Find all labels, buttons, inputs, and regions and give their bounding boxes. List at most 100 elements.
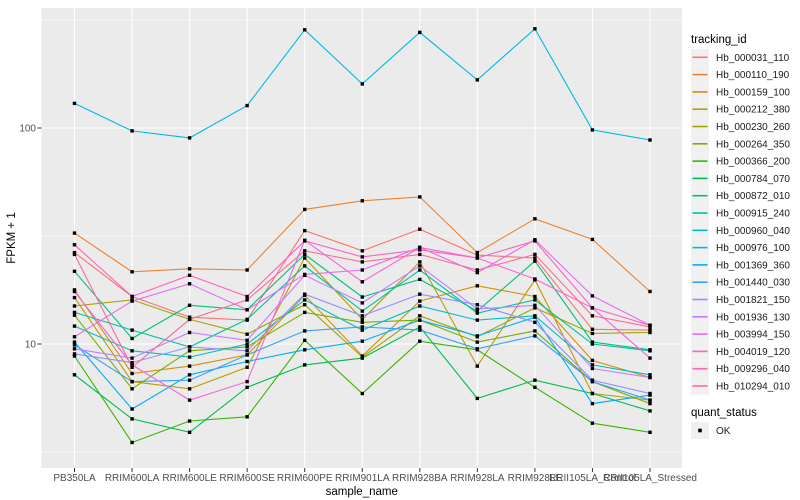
data-point: [72, 354, 77, 358]
data-point: [303, 329, 307, 333]
data-point: [360, 280, 364, 284]
data-point: [130, 440, 134, 445]
legend-title-quant-status: quant_status: [691, 407, 757, 419]
legend-item-label: Hb_003994_150: [716, 330, 790, 341]
y-tick-label: 100: [19, 124, 36, 135]
data-point: [187, 430, 192, 434]
x-axis-title: sample_name: [326, 486, 398, 498]
data-point: [590, 294, 595, 298]
data-point: [475, 309, 479, 313]
data-point: [187, 364, 192, 368]
data-point: [590, 378, 595, 382]
data-point: [590, 306, 595, 310]
data-point: [418, 195, 422, 199]
data-point: [303, 292, 307, 296]
data-point: [130, 417, 134, 421]
data-point: [360, 82, 364, 86]
data-point: [303, 272, 307, 277]
data-point: [590, 358, 595, 363]
data-point: [245, 349, 249, 353]
data-point: [590, 340, 595, 344]
legend-item-label: Hb_001440_030: [716, 278, 790, 289]
data-point: [475, 268, 479, 272]
data-point: [360, 325, 364, 329]
data-point: [72, 313, 77, 317]
data-point: [360, 255, 364, 259]
data-point: [187, 303, 192, 307]
data-point: [72, 250, 77, 255]
data-point: [360, 268, 364, 272]
legend-item-label: Hb_000784_070: [716, 174, 790, 185]
data-point: [130, 363, 134, 367]
data-point: [475, 311, 479, 315]
legend-item-label: Hb_001936_130: [716, 312, 790, 323]
data-point: [360, 260, 364, 264]
data-point: [72, 304, 77, 308]
data-point: [533, 329, 537, 333]
data-point: [130, 365, 134, 369]
x-tick-label: RRIM928LA: [450, 473, 505, 484]
data-point: [590, 342, 595, 346]
data-point: [648, 391, 652, 396]
data-point: [303, 28, 307, 32]
data-point: [303, 338, 307, 342]
legend-item-label: Hb_001821_150: [716, 295, 790, 306]
data-point: [360, 356, 364, 360]
data-point: [72, 343, 77, 347]
data-point: [187, 355, 192, 359]
data-point: [72, 310, 77, 315]
data-point: [648, 373, 652, 377]
data-point: [360, 295, 364, 299]
data-point: [72, 324, 77, 328]
data-point: [303, 310, 307, 315]
data-point: [418, 314, 422, 318]
data-point: [648, 356, 652, 360]
data-point: [303, 252, 307, 257]
data-point: [475, 256, 479, 260]
data-point: [475, 334, 479, 338]
data-point: [303, 249, 307, 253]
data-point: [72, 289, 77, 294]
data-point: [245, 342, 249, 346]
data-point: [303, 207, 307, 212]
data-point: [475, 396, 479, 401]
data-point: [245, 317, 249, 322]
data-point: [245, 103, 249, 108]
data-point: [533, 320, 537, 324]
data-point: [72, 373, 77, 377]
x-tick-label: RRII105LA_Stressed: [603, 473, 697, 484]
data-point: [245, 332, 249, 336]
legend-item-label: Hb_000960_040: [716, 226, 790, 237]
data-point: [245, 415, 249, 419]
data-point: [533, 277, 537, 281]
data-point: [533, 259, 537, 263]
data-point: [418, 299, 422, 303]
data-point: [130, 349, 134, 353]
data-point: [187, 317, 192, 322]
data-point: [418, 318, 422, 322]
y-axis-title: FPKM + 1: [6, 212, 18, 263]
data-point: [245, 379, 249, 384]
legend-item-label: Hb_000159_100: [716, 87, 790, 98]
data-point: [72, 101, 77, 106]
data-point: [187, 315, 192, 319]
data-point: [418, 260, 422, 264]
data-point: [187, 136, 192, 140]
legend-item-label: Hb_000872_010: [716, 191, 790, 202]
data-point: [245, 359, 249, 364]
data-point: [130, 328, 134, 332]
data-point: [590, 401, 595, 406]
data-point: [648, 325, 652, 329]
data-point: [187, 387, 192, 391]
data-point: [533, 256, 537, 260]
data-point: [418, 268, 422, 272]
x-tick-label: RRIM928BA: [392, 473, 448, 484]
data-point: [533, 27, 537, 31]
data-point: [475, 307, 479, 311]
data-point: [590, 366, 595, 371]
data-point: [360, 339, 364, 343]
data-point: [418, 339, 422, 343]
x-tick-label: RRIM600LA: [105, 473, 160, 484]
data-point: [303, 264, 307, 268]
data-point: [72, 347, 77, 351]
